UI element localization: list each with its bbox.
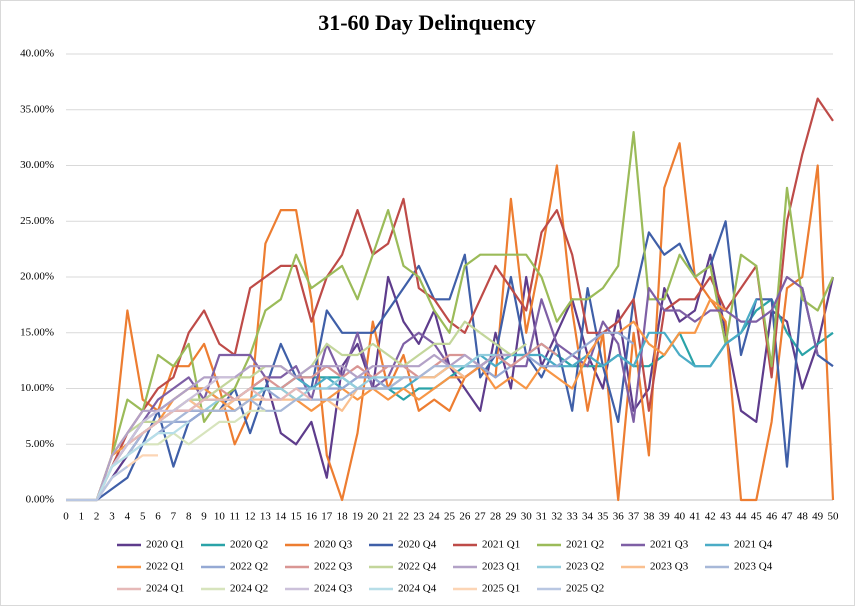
x-tick-label: 12 xyxy=(245,511,256,523)
x-tick-label: 25 xyxy=(444,511,456,523)
legend-label: 2020 Q2 xyxy=(230,539,268,551)
x-tick-label: 47 xyxy=(781,511,793,523)
x-tick-label: 23 xyxy=(413,511,425,523)
legend-label: 2023 Q3 xyxy=(650,561,689,573)
legend-label: 2021 Q3 xyxy=(650,539,689,551)
x-tick-label: 32 xyxy=(551,511,562,523)
y-tick-label: 5.00% xyxy=(26,438,54,450)
x-tick-label: 46 xyxy=(766,511,778,523)
legend-label: 2021 Q1 xyxy=(482,539,520,551)
series-line xyxy=(66,353,511,502)
legend-label: 2024 Q4 xyxy=(398,583,437,595)
legend-label: 2023 Q4 xyxy=(734,561,773,573)
y-tick-label: 0.00% xyxy=(26,494,54,506)
series-line xyxy=(66,142,835,502)
x-tick-label: 42 xyxy=(705,511,716,523)
x-tick-label: 1 xyxy=(79,511,85,523)
legend-label: 2025 Q2 xyxy=(566,583,604,595)
x-tick-label: 34 xyxy=(582,511,594,523)
legend-label: 2020 Q1 xyxy=(146,539,184,551)
x-tick-label: 9 xyxy=(201,511,207,523)
legend-label: 2023 Q1 xyxy=(482,561,520,573)
series-line xyxy=(66,465,129,502)
x-tick-label: 41 xyxy=(689,511,700,523)
x-tick-label: 29 xyxy=(505,511,517,523)
x-tick-label: 33 xyxy=(567,511,579,523)
x-tick-label: 13 xyxy=(260,511,272,523)
x-tick-label: 14 xyxy=(275,511,287,523)
x-tick-label: 19 xyxy=(352,511,364,523)
legend-label: 2024 Q1 xyxy=(146,583,184,595)
legend-label: 2022 Q2 xyxy=(230,561,268,573)
x-tick-label: 10 xyxy=(214,511,226,523)
chart-title: 31-60 Day Delinquency xyxy=(318,10,536,35)
x-tick-label: 49 xyxy=(812,511,824,523)
x-tick-label: 26 xyxy=(459,511,471,523)
x-tick-label: 7 xyxy=(171,511,177,523)
x-tick-label: 24 xyxy=(429,511,441,523)
legend-label: 2021 Q2 xyxy=(566,539,604,551)
legend-label: 2022 Q4 xyxy=(398,561,437,573)
x-tick-label: 44 xyxy=(735,511,747,523)
x-tick-label: 36 xyxy=(613,511,625,523)
legend-label: 2020 Q3 xyxy=(314,539,353,551)
x-tick-label: 45 xyxy=(751,511,763,523)
x-tick-label: 0 xyxy=(63,511,69,523)
series-line xyxy=(66,131,835,502)
x-tick-label: 35 xyxy=(597,511,609,523)
x-tick-label: 50 xyxy=(828,511,840,523)
x-tick-label: 15 xyxy=(291,511,303,523)
y-tick-label: 30.00% xyxy=(20,159,54,171)
x-tick-label: 30 xyxy=(521,511,533,523)
y-tick-label: 35.00% xyxy=(20,103,54,115)
legend-label: 2020 Q4 xyxy=(398,539,437,551)
y-tick-label: 10.00% xyxy=(20,382,54,394)
y-tick-label: 20.00% xyxy=(20,271,54,283)
legend-label: 2022 Q1 xyxy=(146,561,184,573)
legend-label: 2025 Q1 xyxy=(482,583,520,595)
x-tick-label: 4 xyxy=(125,511,131,523)
x-tick-label: 40 xyxy=(674,511,686,523)
x-tick-label: 37 xyxy=(628,511,640,523)
legend-label: 2022 Q3 xyxy=(314,561,353,573)
y-tick-label: 25.00% xyxy=(20,215,54,227)
legend-label: 2023 Q2 xyxy=(566,561,604,573)
y-tick-label: 40.00% xyxy=(20,48,54,60)
x-tick-label: 18 xyxy=(337,511,349,523)
series-line xyxy=(66,97,834,502)
x-tick-label: 39 xyxy=(659,511,671,523)
legend-label: 2021 Q4 xyxy=(734,539,773,551)
x-tick-label: 11 xyxy=(229,511,240,523)
legend-label: 2024 Q3 xyxy=(314,583,353,595)
x-tick-label: 20 xyxy=(367,511,379,523)
x-tick-label: 3 xyxy=(109,511,115,523)
series-line xyxy=(66,365,450,502)
x-tick-label: 5 xyxy=(140,511,146,523)
x-tick-label: 28 xyxy=(490,511,502,523)
x-tick-label: 17 xyxy=(321,511,333,523)
x-tick-label: 22 xyxy=(398,511,409,523)
x-tick-label: 43 xyxy=(720,511,732,523)
x-tick-label: 6 xyxy=(155,511,161,523)
series-line xyxy=(66,275,819,502)
x-tick-label: 38 xyxy=(643,511,655,523)
x-tick-label: 48 xyxy=(797,511,809,523)
y-tick-label: 15.00% xyxy=(20,326,54,338)
x-tick-label: 21 xyxy=(383,511,394,523)
x-tick-label: 27 xyxy=(475,511,487,523)
x-tick-label: 8 xyxy=(186,511,192,523)
x-tick-label: 31 xyxy=(536,511,547,523)
legend-label: 2024 Q2 xyxy=(230,583,268,595)
x-tick-label: 16 xyxy=(306,511,318,523)
x-tick-label: 2 xyxy=(94,511,100,523)
